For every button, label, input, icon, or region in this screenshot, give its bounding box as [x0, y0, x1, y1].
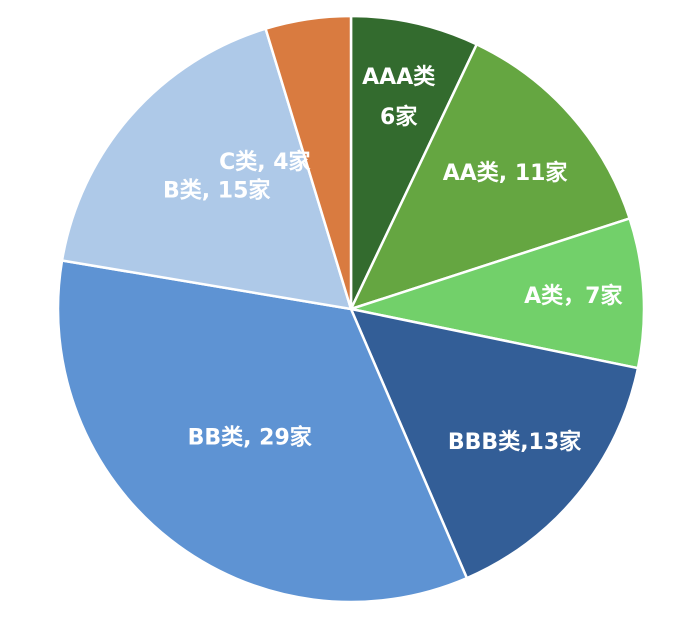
pie-slice-1[interactable]: [348, 42, 632, 312]
pie-slice-3[interactable]: [348, 307, 640, 580]
pie-slice-2[interactable]: [346, 216, 646, 370]
pie-slice-label-1: AA类, 11家: [443, 160, 569, 186]
pie-slice-label-5: B类, 15家: [163, 178, 271, 204]
pie-slice-label-3: BBB类,13家: [448, 429, 582, 455]
pie-slice-label-0-line-0: AAA类: [362, 65, 436, 90]
pie-slice-label-2: A类，7家: [524, 283, 623, 309]
pie-slice-label-0-line-1: 6家: [380, 104, 418, 130]
pie-slice-label-4: BB类, 29家: [188, 425, 313, 451]
pie-slice-5[interactable]: [60, 27, 353, 311]
pie-slice-6[interactable]: [264, 14, 353, 310]
pie-labels: AAA类 6家 AA类, 11家 A类，7家 BBB类,13家 BB类, 29家 B类, 1…: [163, 65, 623, 455]
pie-slice-4[interactable]: [56, 259, 469, 604]
pie-slice-0[interactable]: [349, 14, 479, 310]
pie-slices: [56, 14, 646, 604]
pie-slice-label-6: C类, 4家: [219, 149, 311, 175]
